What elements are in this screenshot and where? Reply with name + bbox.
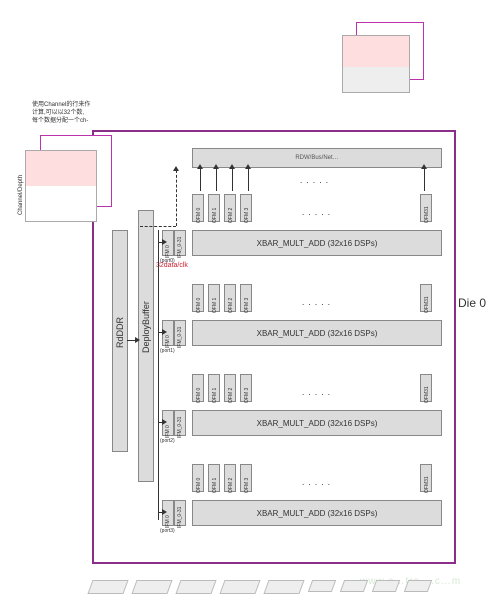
ofm-block: OFM 3 (240, 284, 252, 312)
tb-a5 (424, 167, 425, 191)
arrowhead-trunk-lane (162, 239, 167, 245)
ofm-block: OFM 2 (224, 374, 236, 402)
ifm-range-block: IFM_0-31 (174, 500, 186, 526)
arrowh-rd-dep (135, 337, 140, 343)
ofm-block: OFM 3 (240, 374, 252, 402)
ofm-last: OFM31 (420, 284, 432, 312)
arrowhead-trunk-lane (162, 509, 167, 515)
xbar-block: XBAR_MULT_ADD (32x16 DSPs) (192, 320, 442, 346)
ifm-range-block: IFM_0-31 (174, 410, 186, 436)
bottom-bricks (90, 580, 430, 596)
ofm-block: OFM 0 (192, 464, 204, 492)
brick (219, 580, 260, 594)
lane-3: OFM 0 OFM 1 OFM 2 OFM 3 . . . . . OFM31 XBAR_M… (192, 460, 440, 540)
brick (308, 580, 336, 592)
tb-a2 (216, 167, 217, 191)
tb-a3h (229, 164, 235, 169)
ofm-block: OFM 3 (240, 464, 252, 492)
deploy-pillar: DeployBuffer (138, 210, 154, 482)
brick (340, 580, 368, 592)
brick (175, 580, 216, 594)
ifm-range-block: IFM_0-31 (174, 320, 186, 346)
brick (404, 580, 432, 592)
axis-label: Channel/Depth (18, 175, 24, 215)
port-label: (port3) (160, 528, 175, 534)
ofm-dots: . . . . . (302, 388, 331, 397)
ofm-dots: . . . . . (302, 208, 331, 217)
port-label: (port2) (160, 438, 175, 444)
rdddr-pillar: RdDDR (112, 230, 128, 452)
trunk (158, 230, 159, 520)
tb-a1 (200, 167, 201, 191)
tb-a4 (248, 167, 249, 191)
corner-note: 使用Channel的行来作 计算,可以以32个数, 每个数据分配一个ch- (32, 102, 90, 125)
ifm-range-block: IFM_0-31 (174, 230, 186, 256)
arrowhead-trunk-lane (162, 419, 167, 425)
note-l2: 计算,可以以32个数, (32, 110, 90, 118)
ofm-block: OFM 2 (224, 284, 236, 312)
ofm-block: OFM 1 (208, 374, 220, 402)
ofm-block: OFM 1 (208, 284, 220, 312)
cube-tr (342, 35, 410, 93)
tb-a5h (421, 164, 427, 169)
brick (131, 580, 172, 594)
ofm-block: OFM 0 (192, 194, 204, 222)
ofm-block: OFM 0 (192, 284, 204, 312)
ofm-last: OFM31 (420, 374, 432, 402)
tb-a2h (213, 164, 219, 169)
ofm-dots: . . . . . (302, 478, 331, 487)
note-l1: 使用Channel的行来作 (32, 102, 90, 110)
lane-1: OFM 0 OFM 1 OFM 2 OFM 3 . . . . . OFM31 XBAR_M… (192, 280, 440, 360)
tb-a4h (245, 164, 251, 169)
xbar-block: XBAR_MULT_ADD (32x16 DSPs) (192, 410, 442, 436)
deploy-label: DeployBuffer (141, 339, 151, 353)
rdddr-label: RdDDR (115, 334, 125, 348)
tb-a1h (197, 164, 203, 169)
ofm-block: OFM 1 (208, 464, 220, 492)
port-label: (port1) (160, 348, 175, 354)
ofm-last: OFM31 (420, 464, 432, 492)
feedback-v (176, 170, 177, 226)
cube-tl (25, 150, 97, 222)
xbar-block: XBAR_MULT_ADD (32x16 DSPs) (192, 230, 442, 256)
lane-2: OFM 0 OFM 1 OFM 2 OFM 3 . . . . . OFM31 XBAR_M… (192, 370, 440, 450)
ofm-last: OFM31 (420, 194, 432, 222)
ofm-dots: . . . . . (302, 298, 331, 307)
ofm-block: OFM 2 (224, 194, 236, 222)
ofm-block: OFM 2 (224, 464, 236, 492)
xbar-block: XBAR_MULT_ADD (32x16 DSPs) (192, 500, 442, 526)
ofm-block: OFM 0 (192, 374, 204, 402)
arrowhead-trunk-lane (162, 329, 167, 335)
brick (263, 580, 304, 594)
feedback-h (140, 226, 176, 227)
brick (372, 580, 400, 592)
feedback-head (173, 166, 179, 171)
bus-annotation: 32data/clk (156, 262, 188, 269)
note-l3: 每个数据分配一个ch- (32, 118, 90, 126)
ofm-block: OFM 1 (208, 194, 220, 222)
lane-0: OFM 0 OFM 1 OFM 2 OFM 3 . . . . . OFM31 XBAR_M… (192, 190, 440, 270)
tb-a3 (232, 167, 233, 191)
die-label: Die 0 (458, 296, 486, 310)
brick (87, 580, 128, 594)
ofm-block: OFM 3 (240, 194, 252, 222)
tb-dots: . . . . . (300, 176, 329, 185)
